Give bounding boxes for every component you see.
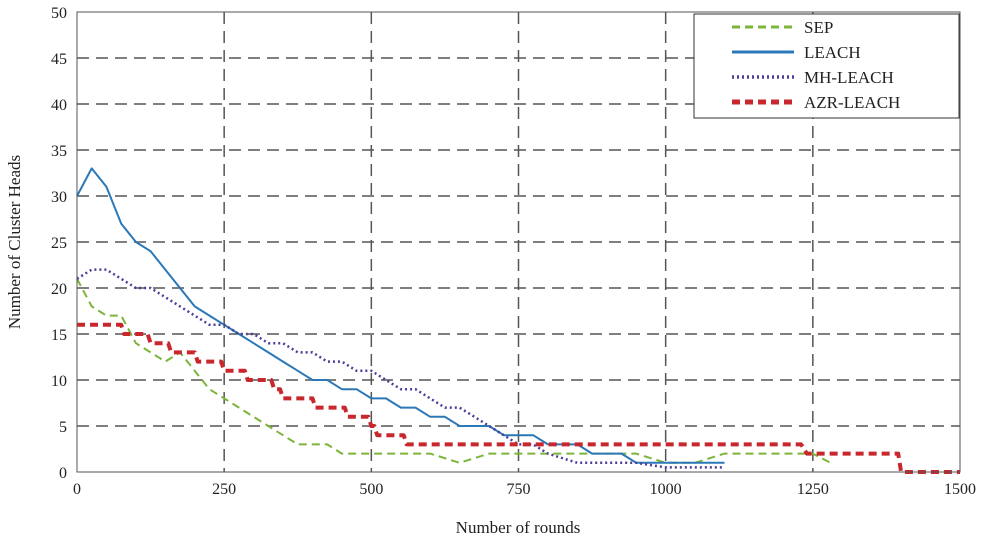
- legend-label: SEP: [804, 18, 833, 37]
- plot-frame: [76, 11, 961, 473]
- y-tick-label: 0: [59, 465, 67, 482]
- series-line-leach: [76, 167, 725, 464]
- y-axis-ticks: 0 5 10 15 20 25 30 35 40 45 50: [51, 5, 67, 482]
- y-tick-label: 15: [51, 327, 67, 344]
- series-line-mh-leach: [76, 268, 725, 469]
- legend-label: LEACH: [804, 43, 861, 62]
- series-layer: [76, 167, 960, 474]
- legend-label: AZR-LEACH: [804, 93, 900, 112]
- series-line-azr-leach: [77, 322, 960, 474]
- y-axis-label: Number of Cluster Heads: [5, 155, 24, 329]
- y-tick-label: 45: [51, 51, 67, 68]
- x-tick-label: 1250: [797, 481, 829, 498]
- x-tick-label: 1500: [944, 481, 976, 498]
- grid-lines: [77, 12, 960, 472]
- y-tick-label: 40: [51, 97, 67, 114]
- legend-label: MH-LEACH: [804, 68, 894, 87]
- y-tick-label: 10: [51, 373, 67, 390]
- x-axis-label: Number of rounds: [456, 518, 581, 537]
- x-tick-label: 500: [359, 481, 383, 498]
- legend: SEP LEACH MH-LEACH AZR-LEACH: [693, 13, 960, 119]
- x-tick-label: 750: [507, 481, 531, 498]
- y-tick-label: 20: [51, 281, 67, 298]
- x-axis-ticks: 0 250 500 750 1000 1250 1500: [73, 481, 976, 498]
- y-tick-label: 25: [51, 235, 67, 252]
- y-tick-label: 50: [51, 5, 67, 22]
- x-tick-label: 0: [73, 481, 81, 498]
- y-tick-label: 30: [51, 189, 67, 206]
- x-tick-label: 1000: [650, 481, 682, 498]
- series-line-sep: [76, 278, 831, 464]
- y-tick-label: 5: [59, 419, 67, 436]
- y-tick-label: 35: [51, 143, 67, 160]
- x-tick-label: 250: [212, 481, 236, 498]
